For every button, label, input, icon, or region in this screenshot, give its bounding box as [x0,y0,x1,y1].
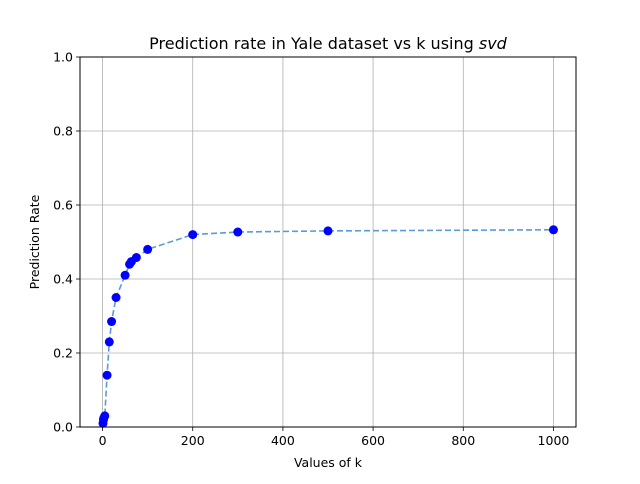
data-point [120,270,130,280]
chart-title: Prediction rate in Yale dataset vs k usi… [149,34,508,53]
series-layer [98,225,558,428]
ticks: 0 200 400 600 800 1000 0.0 0.2 0.4 0.6 0.8 1.0 [53,50,569,449]
data-point [131,253,141,263]
y-tick-label: 1.0 [53,50,73,65]
y-tick-label: 0.6 [53,198,73,213]
plot-frame [79,56,577,428]
data-point [188,230,198,240]
y-tick-label: 0.8 [53,124,73,139]
grid [80,56,576,428]
data-point [143,244,153,254]
x-axis-label: Values of k [294,455,363,470]
x-tick-label: 400 [271,433,295,448]
data-point [104,337,114,347]
data-point [107,317,117,327]
data-point [233,227,243,237]
x-tick-label: 800 [451,433,475,448]
x-tick-label: 1000 [538,433,570,448]
y-axis-label: Prediction Rate [27,194,42,289]
data-point [111,293,121,302]
chart-title-italic: svd [479,34,508,53]
y-tick-label: 0.2 [53,346,73,361]
y-tick-label: 0.0 [53,420,73,435]
series-line [102,228,554,424]
x-tick-label: 0 [99,433,107,448]
data-point [548,225,558,235]
x-tick-label: 200 [181,433,205,448]
data-point [100,411,110,421]
data-point [323,226,333,236]
x-tick-label: 600 [361,433,385,448]
data-point [102,370,112,380]
y-tick-label: 0.4 [53,272,73,287]
chart-title-main: Prediction rate in Yale dataset vs k usi… [149,34,479,53]
